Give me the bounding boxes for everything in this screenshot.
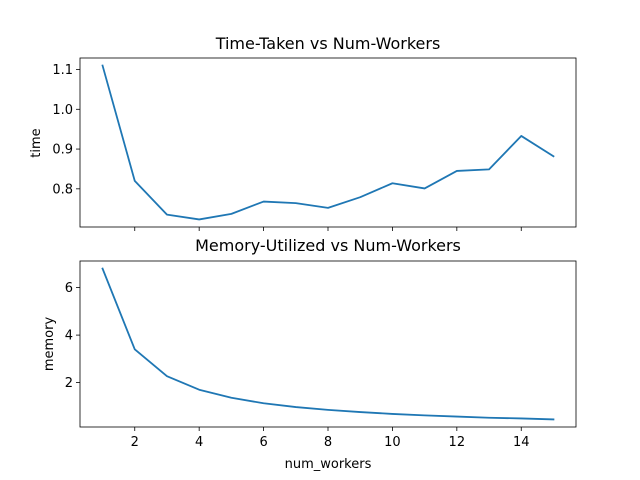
time-axes-frame bbox=[79, 57, 577, 228]
time-y-axis-label: time bbox=[29, 128, 44, 157]
memory-y-axis-label: memory bbox=[42, 317, 57, 372]
memory-subplot: Memory-Utilized vs Num-Workers memory nu… bbox=[42, 236, 577, 472]
time-ticks: 0.8 0.9 1.0 1.1 bbox=[52, 63, 522, 231]
memory-series-line bbox=[101, 267, 555, 421]
time-y-tick-label: 0.8 bbox=[52, 182, 73, 197]
memory-x-tick-label: 14 bbox=[513, 435, 530, 450]
memory-ticks: 2 4 6 8 10 12 14 2 4 6 bbox=[65, 281, 530, 450]
memory-x-tick-label: 8 bbox=[324, 435, 332, 450]
time-chart-title: Time-Taken vs Num-Workers bbox=[215, 34, 441, 53]
memory-y-tick-label: 6 bbox=[65, 281, 73, 296]
time-y-tick-label: 0.9 bbox=[52, 143, 73, 158]
time-y-tick-label: 1.0 bbox=[52, 103, 73, 118]
memory-x-tick-label: 6 bbox=[259, 435, 267, 450]
memory-y-tick-label: 2 bbox=[65, 376, 73, 391]
memory-chart-title: Memory-Utilized vs Num-Workers bbox=[195, 236, 461, 255]
memory-axes-frame bbox=[79, 260, 577, 428]
time-series-line bbox=[101, 64, 555, 221]
memory-x-tick-label: 2 bbox=[131, 435, 139, 450]
memory-x-tick-label: 4 bbox=[195, 435, 203, 450]
memory-y-tick-label: 4 bbox=[65, 329, 73, 344]
time-subplot: Time-Taken vs Num-Workers time 0.8 0.9 1.0… bbox=[29, 34, 577, 231]
memory-x-axis-label: num_workers bbox=[285, 457, 372, 472]
memory-x-tick-label: 10 bbox=[384, 435, 401, 450]
time-y-tick-label: 1.1 bbox=[52, 63, 73, 78]
memory-x-tick-label: 12 bbox=[449, 435, 466, 450]
